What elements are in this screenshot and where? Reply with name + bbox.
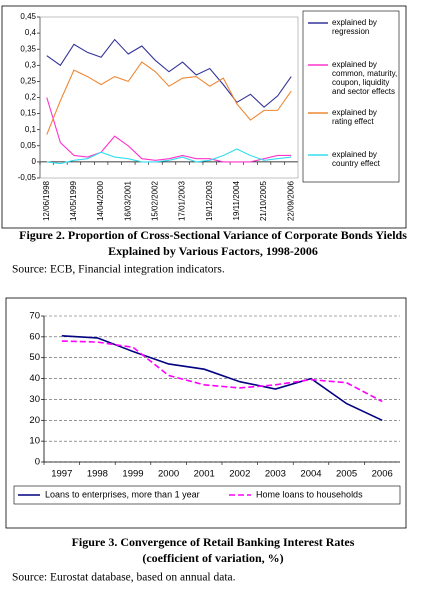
source-note: Source: Eurostat database, based on annu… (12, 572, 236, 584)
x-tick-label: 2001 (194, 469, 215, 480)
y-tick-label: 0,3 (25, 60, 37, 69)
y-tick-label: 50 (29, 352, 40, 363)
x-tick-label: 15/02/2002 (151, 180, 160, 221)
series-line (46, 38, 292, 108)
y-tick-label: 70 (29, 311, 40, 322)
x-tick-label: 1997 (51, 469, 72, 480)
series-line (61, 340, 383, 403)
y-tick-label: 20 (29, 415, 40, 426)
legend-label: Home loans to households (256, 489, 363, 499)
figure-caption: Figure 3. Convergence of Retail Banking … (72, 535, 355, 549)
x-tick-label: 2006 (372, 469, 393, 480)
legend-box (13, 485, 401, 505)
x-tick-label: 16/03/2001 (123, 180, 132, 221)
x-tick-label: 12/06/1998 (42, 180, 51, 221)
x-tick-label: 14/05/1999 (69, 180, 78, 221)
y-tick-label: 0,4 (25, 28, 37, 37)
series-line (46, 148, 292, 165)
series-line (46, 97, 292, 163)
figure-frame (1, 5, 407, 229)
x-tick-label: 19/12/2003 (205, 180, 214, 221)
y-tick-label: 0,1 (25, 125, 37, 134)
x-tick-label: 2004 (300, 469, 321, 480)
legend-label-box: explained by regression (332, 18, 377, 36)
x-tick-label: 17/01/2003 (178, 180, 187, 221)
figure-caption: (coefficient of variation, %) (142, 551, 283, 565)
x-tick-label: 19/11/2004 (232, 180, 241, 220)
y-tick-label: 0 (35, 457, 40, 468)
legend-label: explained by regression (332, 18, 377, 36)
y-tick-label: 0,15 (20, 109, 36, 118)
x-tick-label: 21/10/2005 (259, 180, 268, 221)
x-tick-label: 2003 (265, 469, 286, 480)
x-tick-label: 1998 (87, 469, 108, 480)
y-tick-label: 0,35 (20, 44, 36, 53)
y-tick-label: 60 (29, 331, 40, 342)
legend-label: explained by common, maturity, coupon, l… (332, 60, 398, 96)
figure-caption: Explained by Various Factors, 1998-2006 (108, 244, 318, 258)
y-tick-label: 40 (29, 373, 40, 384)
legend-label: Loans to enterprises, more than 1 year (45, 489, 200, 499)
x-tick-label: 2000 (158, 469, 179, 480)
series-line (46, 61, 292, 135)
y-tick-label: 0 (32, 157, 37, 166)
y-tick-label: 10 (29, 436, 40, 447)
y-tick-label: 30 (29, 394, 40, 405)
x-tick-label: 2002 (229, 469, 250, 480)
y-tick-label: 0,45 (20, 12, 36, 21)
x-tick-label: 22/09/2006 (286, 180, 295, 221)
x-tick-label: 14/04/2000 (96, 180, 105, 221)
legend-box (302, 10, 400, 183)
y-tick-label: -0,05 (18, 173, 37, 182)
legend-label: explained by rating effect (332, 108, 377, 126)
legend-label: explained by country effect (332, 150, 380, 168)
x-tick-label: 2005 (336, 469, 357, 480)
legend-label-box: explained by common, maturity, coupon, l… (332, 60, 398, 96)
plot-border (39, 16, 299, 179)
legend-label-box: explained by country effect (332, 150, 380, 168)
y-tick-label: 0,05 (20, 141, 36, 150)
source-note: Source: ECB, Financial integration indic… (12, 264, 225, 276)
legend-label-box: explained by rating effect (332, 108, 377, 126)
figure-caption: Figure 2. Proportion of Cross-Sectional … (19, 228, 407, 242)
series-line (61, 335, 383, 422)
y-tick-label: 0,25 (20, 77, 36, 86)
x-tick-label: 1999 (122, 469, 143, 480)
y-tick-label: 0,2 (25, 93, 37, 102)
